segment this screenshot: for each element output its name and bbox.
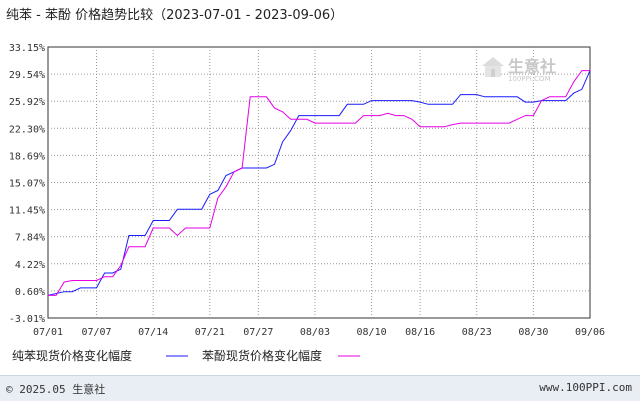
series-lines (47, 70, 591, 296)
x-tick-label: 08/03 (300, 327, 330, 338)
watermark-url: 100PPI.COM (508, 75, 551, 83)
y-axis-ticks: 33.15% 29.54% 25.92% 22.30% 18.69% 15.07% 11.4… (9, 43, 45, 325)
x-tick-label: 07/14 (138, 327, 168, 338)
x-tick-label: 08/23 (462, 327, 492, 338)
y-tick-label: 22.30% (9, 124, 45, 135)
y-tick-label: 0.60% (15, 287, 45, 298)
x-tick-label: 08/16 (405, 327, 435, 338)
x-tick-label: 07/07 (81, 327, 111, 338)
chart-title: 纯苯 - 苯酚 价格趋势比较（2023-07-01 - 2023-09-06） (6, 8, 344, 23)
x-tick-label: 08/10 (357, 327, 387, 338)
series-line-1 (47, 70, 591, 296)
x-tick-label: 09/06 (575, 327, 605, 338)
y-tick-label: 18.69% (9, 151, 45, 162)
footer-site-link[interactable]: www.100PPI.com (539, 381, 632, 394)
y-tick-label: 33.15% (9, 43, 45, 54)
y-tick-label: 25.92% (9, 97, 45, 108)
y-tick-label: -3.01% (9, 314, 45, 325)
legend-item-series2: 苯酚现货价格变化幅度 (202, 348, 360, 363)
x-tick-label: 07/27 (243, 327, 273, 338)
y-tick-label: 15.07% (9, 179, 45, 190)
legend-label-series1: 纯苯现货价格变化幅度 (12, 348, 132, 363)
house-icon (482, 57, 504, 77)
watermark-brand: 生意社 (508, 57, 556, 76)
x-tick-label: 07/01 (33, 327, 63, 338)
y-tick-label: 11.45% (9, 206, 45, 217)
footer-copyright: © 2025.05 生意社 (6, 383, 106, 396)
price-trend-chart: 生意社 100PPI.COM 33.15% 29.54% 25.92% 22.30% 1… (9, 43, 605, 363)
x-tick-label: 08/30 (518, 327, 548, 338)
legend: 纯苯现货价格变化幅度 苯酚现货价格变化幅度 (12, 348, 360, 363)
footer-bar: © 2025.05 生意社 www.100PPI.com (0, 375, 640, 401)
y-tick-label: 29.54% (9, 70, 45, 81)
legend-label-series2: 苯酚现货价格变化幅度 (202, 348, 322, 363)
watermark-logo: 生意社 100PPI.COM (482, 57, 556, 83)
x-tick-label: 07/21 (195, 327, 225, 338)
grid (48, 47, 590, 318)
x-axis-ticks: 07/01 07/07 07/14 07/21 07/27 08/03 08/10 08/16… (33, 327, 605, 338)
y-tick-label: 4.22% (15, 260, 45, 271)
y-tick-label: 7.84% (15, 233, 45, 244)
series-line-2 (48, 70, 590, 296)
legend-item-series1: 纯苯现货价格变化幅度 (12, 348, 188, 363)
